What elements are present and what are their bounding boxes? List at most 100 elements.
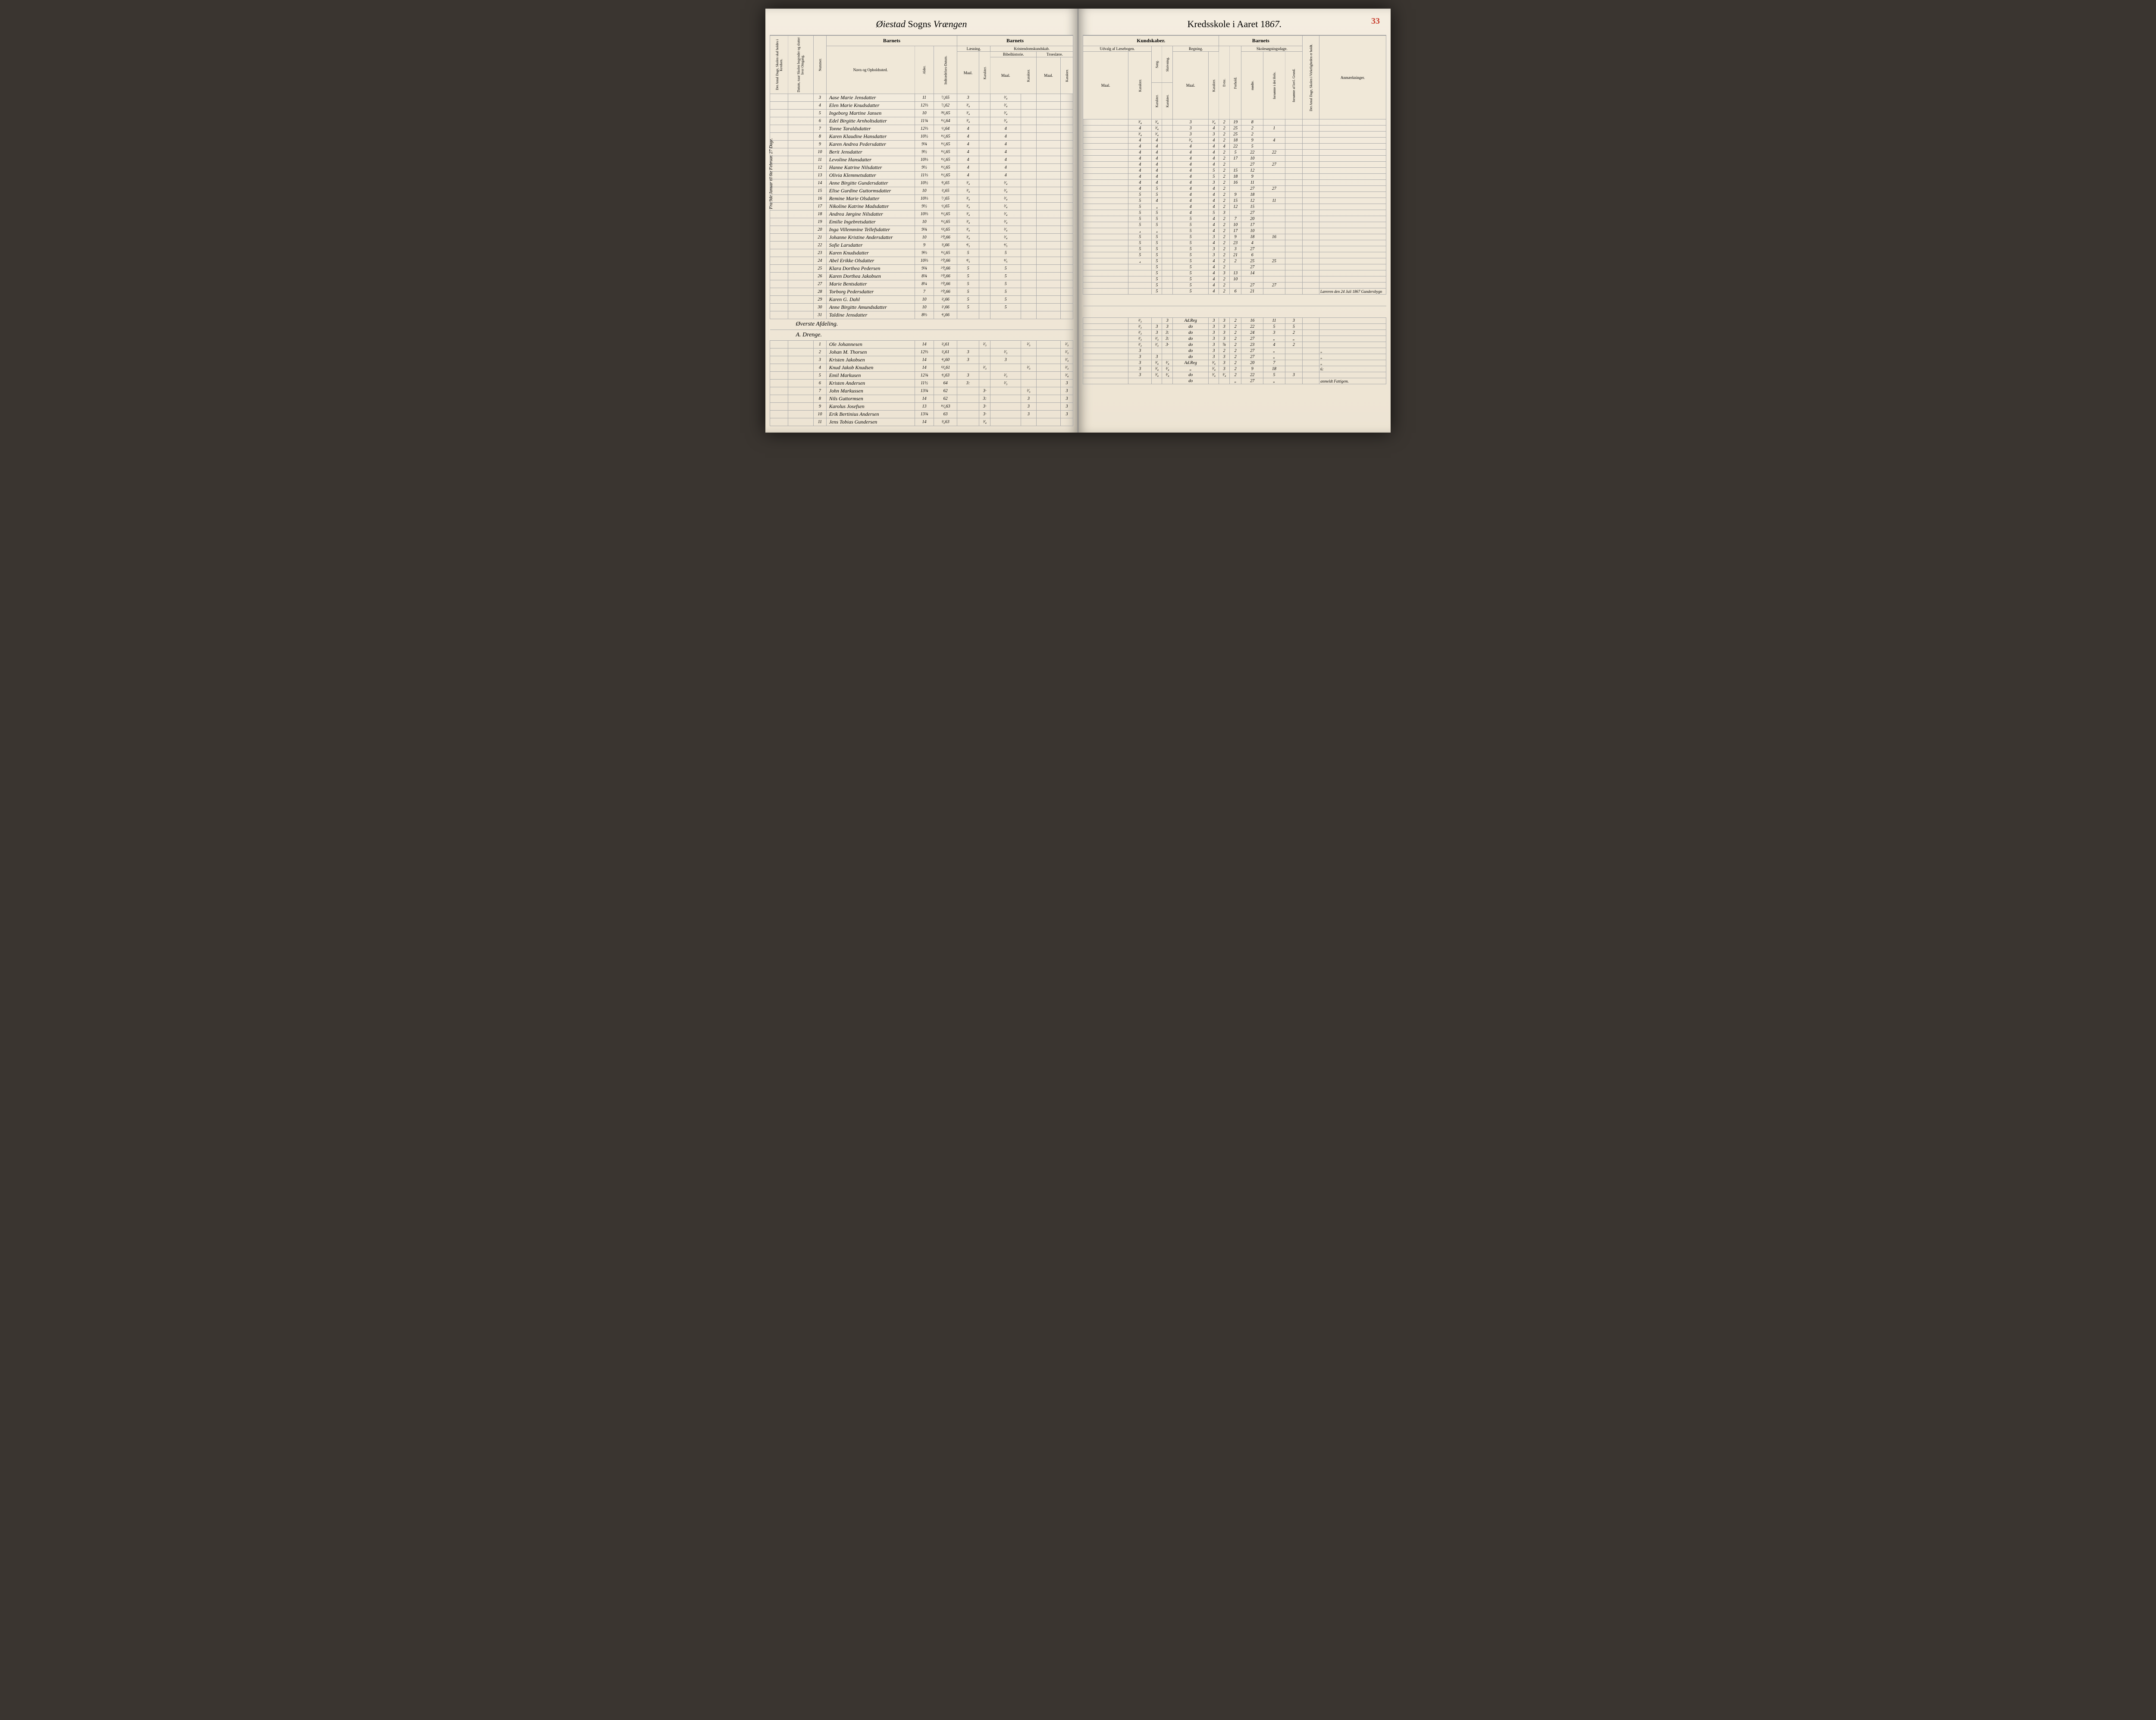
table-row: 44³⁄₄421894 [1083,138,1386,144]
side-margin-note: Fra 9de Januar til 6te Februar. 27 Dage. [769,138,774,209]
hdr-fhele: forsømte i det Hele. [1263,52,1285,119]
table-row: 444422727 [1083,162,1386,168]
table-row: 25Klara Dorthea Pedersen9¾²⁰⁄₆6655 [770,265,1073,273]
section-ov: Øverste Afdeling. [770,319,1073,330]
hdr-u-maal: Maal. [1083,52,1128,119]
section-spacer1 [1083,295,1386,306]
table-row: 55431314 [1083,270,1386,276]
hdr-barnets2: Barnets [957,36,1073,46]
table-row: 5553291816 [1083,234,1386,240]
table-row: 10Berit Jensdatter9½¹⁶⁄₆6544 [770,148,1073,156]
table-row: 54442151211 [1083,198,1386,204]
table-row: 3³⁄₄³⁄₄do³⁄₄³⁄₄22253 [1083,372,1386,378]
right-page: 33 Kredsskole i Aaret 1867. Kundskaber. … [1078,9,1391,433]
table-row: 9Karolus Josefsen13¹⁶⁄₆633·33 [770,403,1073,411]
table-row: 6Kristen Andersen11½643:²⁄₃3 [770,380,1073,387]
table-row: 4Elen Marie Knudsdatter12⅔⁷⁄₆62³⁄₄³⁄₄ [770,102,1073,110]
ledger-table-left: Det Antal Dage, Skolen skal holdes i Kre… [770,35,1073,426]
table-row: 444421710 [1083,156,1386,162]
table-row: 4³⁄₄3422521 [1083,126,1386,132]
table-row: ²⁄₃²⁄₃3·do3⅞22342 [1083,342,1386,348]
hdr-antal: Det Antal Dage, Skolen i Virkeligheden e… [1303,36,1319,119]
hdr-t-maal: Maal. [1036,57,1060,94]
table-row: 6Edel Birgitte Arnholtsdatter11¾¹⁶⁄₆64³⁄… [770,117,1073,125]
table-row: ²⁄₃33do3322255 [1083,324,1386,330]
hdr-troes: Troeslære. [1036,52,1073,57]
table-row: 55532327 [1083,246,1386,252]
hdr-flovl: forsømte af lovl. Grund. [1285,52,1303,119]
table-row: 26Karen Dorthea Jakobsen8¾²⁰⁄₆6655 [770,273,1073,280]
table-row: 454422727 [1083,186,1386,192]
table-row: 20Inga Villemmine Tellefsdatter9¾¹²⁄₆65³… [770,226,1073,234]
title-left: Øiestad Sogns Vrængen [770,15,1073,35]
table-row: 3do32227„„ [1083,348,1386,354]
table-row: do„27„anmeldt Fattigem. [1083,378,1386,384]
hdr-forhold: Forhold. [1229,46,1241,119]
table-row: ²⁄₃33:do3322432 [1083,330,1386,336]
hdr-u-kar: Karakter. [1128,52,1152,119]
hdr-indtrad: Indtrædelses-Datum. [934,46,957,94]
ledger-table-right: Kundskaber. Barnets Det Antal Dage, Skol… [1083,35,1386,384]
table-row: 21Johanne Kristine Andersdatter10²⁰⁄₆66³… [770,234,1073,242]
table-row: 22Sofie Larsdatter9³⁄₆66⁴⁄₅⁴⁄₅ [770,242,1073,249]
table-row: 8Nils Guttormsen14623:33 [770,395,1073,403]
table-row: 444521512 [1083,168,1386,174]
table-row: 31Taldine Jensdatter8⅔⁴⁄₆66 [770,311,1073,319]
district-name: Vrængen [934,19,967,29]
hdr-bibel: Bibelhistorie. [990,52,1036,57]
hdr-dates: Datum, naar Skolen begynder og slutter h… [788,36,813,94]
section-spacer2 [1083,306,1386,318]
table-row: 13Olivia Klemmetsdatter11⅓¹⁶⁄₆6544 [770,172,1073,179]
table-row: 5Ingeborg Martine Jansen10²⁸⁄₆65³⁄₄³⁄₄ [770,110,1073,117]
hdr-b-kar: Karakter. [1021,57,1036,94]
sogns-label: Sogns [908,19,931,29]
left-page: Fra 9de Januar til 6te Februar. 27 Dage.… [765,9,1078,433]
table-row: 3³⁄₄³⁄₄„³⁄₄329186: [1083,366,1386,372]
table-row: 554210 [1083,276,1386,282]
table-row: ³⁄₄³⁄₄3³⁄₄2198 [1083,119,1386,126]
hdr-sang: Sang. [1152,46,1162,83]
table-row: 5542621Læreren den 24 Juli 1867 Gundersb… [1083,289,1386,295]
table-row: 44452189 [1083,174,1386,180]
hdr-l-maal: Maal. [957,52,979,94]
hdr-alder: Alder. [915,46,934,94]
table-row: 2Johan M. Thorsen12⅔²⁄₆613²⁄₃²⁄₃ [770,348,1073,356]
section-drenge: A. Drenge. [770,330,1073,341]
table-row: 55422727 [1083,282,1386,289]
table-row: 7John Markussen13¾623·²⁄₃3 [770,387,1073,395]
table-row: 11Jens Tobias Gundersen14³⁄₆63³⁄₄ [770,418,1073,426]
table-row: 55442918 [1083,192,1386,198]
table-row: ₄554222525 [1083,258,1386,264]
table-row: 10Erik Bertinius Andersen13¾633·33 [770,411,1073,418]
table-row: 4444252222 [1083,150,1386,156]
table-row: 28Torborg Pedersdatter7²⁰⁄₆6655 [770,288,1073,296]
hdr-skriv: Skrivning. [1162,46,1173,83]
table-row: 8Karen Klaudine Hansdatter10½¹⁶⁄₆6544 [770,133,1073,141]
hdr-barnets3: Barnets [1219,36,1303,46]
hdr-kristendom: Kristendomskundskab. [990,46,1073,52]
title-right: Kredsskole i Aaret 1867. [1083,15,1386,35]
table-row: 19Emilie Ingebretsdatter10¹⁶⁄₆65³⁄₄³⁄₄ [770,218,1073,226]
hdr-navn: Navn og Opholdssted. [826,46,915,94]
hdr-r-maal: Maal. [1173,52,1209,119]
table-row: 555421017 [1083,222,1386,228]
parish-name: Øiestad [876,19,905,29]
table-row: 9Karen Andrea Pedersdatter9¾¹⁶⁄₆6544 [770,141,1073,148]
table-row: 15Elise Gurdine Guttormsdatter10²⁄₆65³⁄₄… [770,187,1073,195]
hdr-barnets1: Barnets [826,36,957,46]
ledger-book: Fra 9de Januar til 6te Februar. 27 Dage.… [765,9,1391,433]
hdr-sa-kar: Karakter. [1152,83,1162,119]
table-row: 55542234 [1083,240,1386,246]
table-row: 33do33227„„ [1083,354,1386,360]
table-row: ²⁄₃3Ad.Reg33216113 [1083,318,1386,324]
table-row: 444321611 [1083,180,1386,186]
table-row: 5Emil Markusen12¾⁴⁄₆633²⁄₃³⁄₄ [770,372,1073,380]
hdr-l-kar: Karakter. [979,52,990,94]
table-row: 23Karen Knudsdatter9⅔¹⁶⁄₆6555 [770,249,1073,257]
hdr-b-maal: Maal. [990,57,1021,94]
page-number: 33 [1371,16,1380,26]
school-label: Kredsskole i Aaret 18 [1188,19,1270,29]
hdr-kundskaber: Kundskaber. [1083,36,1219,46]
hdr-t-kar: Karakter. [1061,57,1073,94]
hdr-days-held: Det Antal Dage, Skolen skal holdes i Kre… [770,36,788,94]
